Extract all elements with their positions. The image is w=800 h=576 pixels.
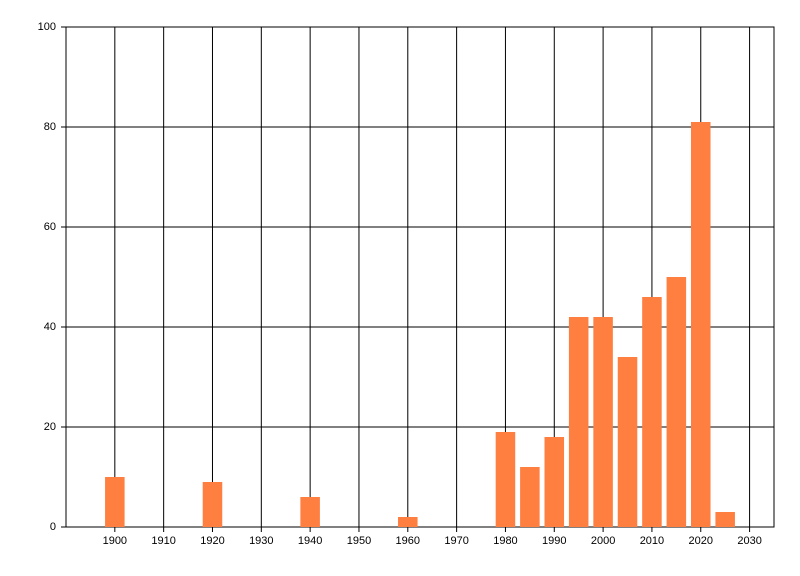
x-tick-label: 1950: [347, 535, 371, 547]
bar: [520, 467, 540, 527]
bar: [105, 477, 125, 527]
y-tick-label: 0: [50, 521, 56, 533]
bar: [398, 517, 418, 527]
bar: [202, 482, 223, 527]
bar: [495, 432, 516, 527]
bar: [544, 437, 565, 527]
y-tick-label: 100: [38, 21, 56, 33]
x-tick-label: 1940: [298, 535, 322, 547]
x-tick-label: 1910: [151, 535, 175, 547]
bar: [568, 317, 589, 527]
y-tick-label: 40: [44, 321, 56, 333]
y-tick-label: 80: [44, 121, 56, 133]
bar: [300, 497, 320, 527]
x-tick-label: 1920: [200, 535, 224, 547]
x-tick-label: 1990: [542, 535, 566, 547]
x-tick-label: 1970: [444, 535, 468, 547]
bar: [642, 297, 662, 527]
x-tick-label: 2010: [640, 535, 664, 547]
x-tick-label: 2030: [737, 535, 761, 547]
x-tick-label: 2000: [591, 535, 615, 547]
bar: [617, 357, 638, 527]
bar: [690, 122, 711, 527]
x-tick-label: 1900: [103, 535, 127, 547]
x-tick-label: 1980: [493, 535, 517, 547]
bar: [666, 277, 687, 527]
x-tick-label: 1960: [396, 535, 420, 547]
y-tick-label: 20: [44, 421, 56, 433]
x-tick-label: 2020: [689, 535, 713, 547]
bar: [715, 512, 735, 527]
y-tick-label: 60: [44, 221, 56, 233]
x-tick-label: 1930: [249, 535, 273, 547]
bar: [593, 317, 613, 527]
